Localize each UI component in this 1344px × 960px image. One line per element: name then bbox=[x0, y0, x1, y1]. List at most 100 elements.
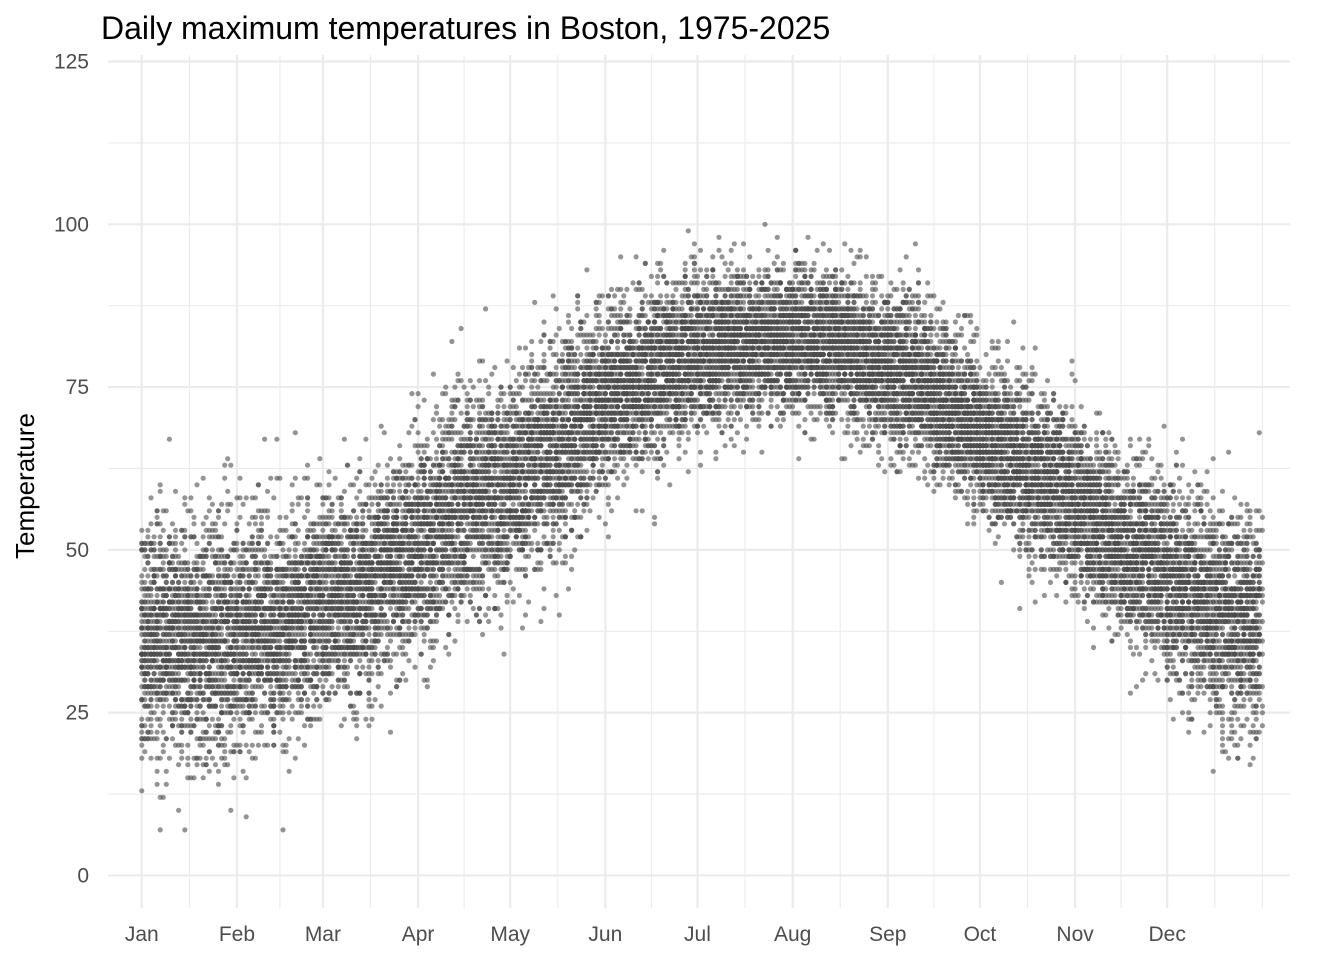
data-point bbox=[219, 703, 225, 709]
data-point bbox=[203, 599, 209, 605]
x-tick-label: May bbox=[490, 923, 530, 946]
data-point bbox=[222, 592, 228, 599]
data-point bbox=[301, 690, 308, 696]
data-point bbox=[415, 391, 421, 397]
data-point bbox=[421, 527, 427, 533]
data-point bbox=[142, 677, 148, 683]
data-point bbox=[397, 469, 403, 475]
data-point bbox=[219, 631, 225, 638]
data-point bbox=[406, 638, 412, 644]
data-point bbox=[219, 723, 225, 729]
data-point bbox=[305, 703, 311, 709]
data-point bbox=[200, 742, 206, 748]
data-point bbox=[265, 710, 271, 716]
data-point bbox=[375, 684, 381, 690]
data-point bbox=[301, 723, 308, 729]
data-point bbox=[357, 690, 363, 696]
data-point bbox=[289, 501, 295, 507]
data-point bbox=[280, 547, 286, 553]
data-point bbox=[142, 723, 148, 729]
data-point bbox=[403, 677, 409, 683]
data-point bbox=[381, 612, 387, 618]
data-point bbox=[271, 716, 277, 722]
data-point bbox=[163, 768, 169, 774]
data-point bbox=[148, 586, 154, 592]
data-point bbox=[424, 625, 430, 631]
data-point bbox=[412, 417, 418, 423]
data-point bbox=[363, 527, 369, 533]
data-point bbox=[240, 573, 246, 579]
x-tick-label: Aug bbox=[774, 923, 811, 946]
data-point bbox=[185, 762, 191, 768]
data-point bbox=[289, 599, 295, 605]
data-point bbox=[163, 547, 169, 553]
data-point bbox=[406, 430, 412, 436]
data-point bbox=[203, 755, 209, 761]
data-point bbox=[191, 514, 197, 520]
data-point bbox=[225, 456, 231, 462]
data-point bbox=[142, 547, 148, 553]
data-point bbox=[363, 651, 369, 657]
data-point bbox=[151, 579, 157, 586]
data-point bbox=[160, 729, 166, 735]
data-point bbox=[378, 671, 384, 677]
data-point bbox=[246, 677, 252, 683]
data-point bbox=[320, 501, 326, 507]
data-point bbox=[243, 775, 249, 781]
data-point bbox=[366, 482, 372, 488]
data-point bbox=[378, 553, 384, 560]
data-point bbox=[169, 723, 176, 729]
data-point bbox=[194, 573, 200, 579]
data-point bbox=[332, 547, 338, 553]
data-point bbox=[252, 703, 258, 709]
data-point bbox=[280, 599, 286, 605]
data-point bbox=[277, 729, 283, 735]
data-point bbox=[206, 495, 212, 501]
data-point bbox=[265, 508, 271, 514]
data-point bbox=[298, 605, 304, 612]
data-point bbox=[360, 534, 366, 540]
data-point bbox=[338, 723, 344, 729]
data-point bbox=[372, 579, 378, 586]
data-point bbox=[179, 729, 185, 735]
data-point bbox=[222, 677, 228, 683]
data-point bbox=[366, 508, 372, 514]
data-point bbox=[354, 723, 360, 729]
data-point bbox=[262, 612, 268, 618]
data-point bbox=[326, 553, 332, 560]
data-point bbox=[390, 579, 397, 586]
data-point bbox=[163, 781, 169, 787]
data-point bbox=[301, 644, 308, 651]
data-point bbox=[197, 644, 203, 651]
data-point bbox=[179, 742, 185, 748]
data-point bbox=[271, 495, 277, 501]
data-point bbox=[225, 658, 231, 664]
data-point bbox=[366, 625, 372, 631]
data-point bbox=[295, 690, 301, 696]
data-point bbox=[326, 521, 332, 527]
data-point bbox=[286, 697, 292, 703]
data-point bbox=[344, 684, 351, 690]
data-point bbox=[409, 560, 415, 566]
data-point bbox=[203, 553, 209, 560]
data-point bbox=[372, 697, 378, 703]
data-point bbox=[179, 716, 185, 722]
data-point bbox=[394, 508, 400, 514]
data-point bbox=[351, 547, 357, 553]
data-point bbox=[255, 540, 261, 547]
data-point bbox=[308, 677, 314, 683]
data-point bbox=[400, 553, 406, 560]
data-point bbox=[280, 579, 286, 586]
data-point bbox=[249, 534, 255, 540]
data-point bbox=[219, 501, 225, 507]
data-point bbox=[381, 430, 387, 436]
data-point bbox=[228, 501, 234, 507]
data-point bbox=[397, 560, 403, 566]
data-point bbox=[234, 527, 240, 533]
data-point bbox=[384, 514, 390, 520]
data-point bbox=[246, 749, 252, 755]
data-point bbox=[375, 658, 381, 664]
data-point bbox=[354, 514, 360, 520]
data-point bbox=[206, 540, 212, 547]
data-point bbox=[157, 540, 163, 547]
